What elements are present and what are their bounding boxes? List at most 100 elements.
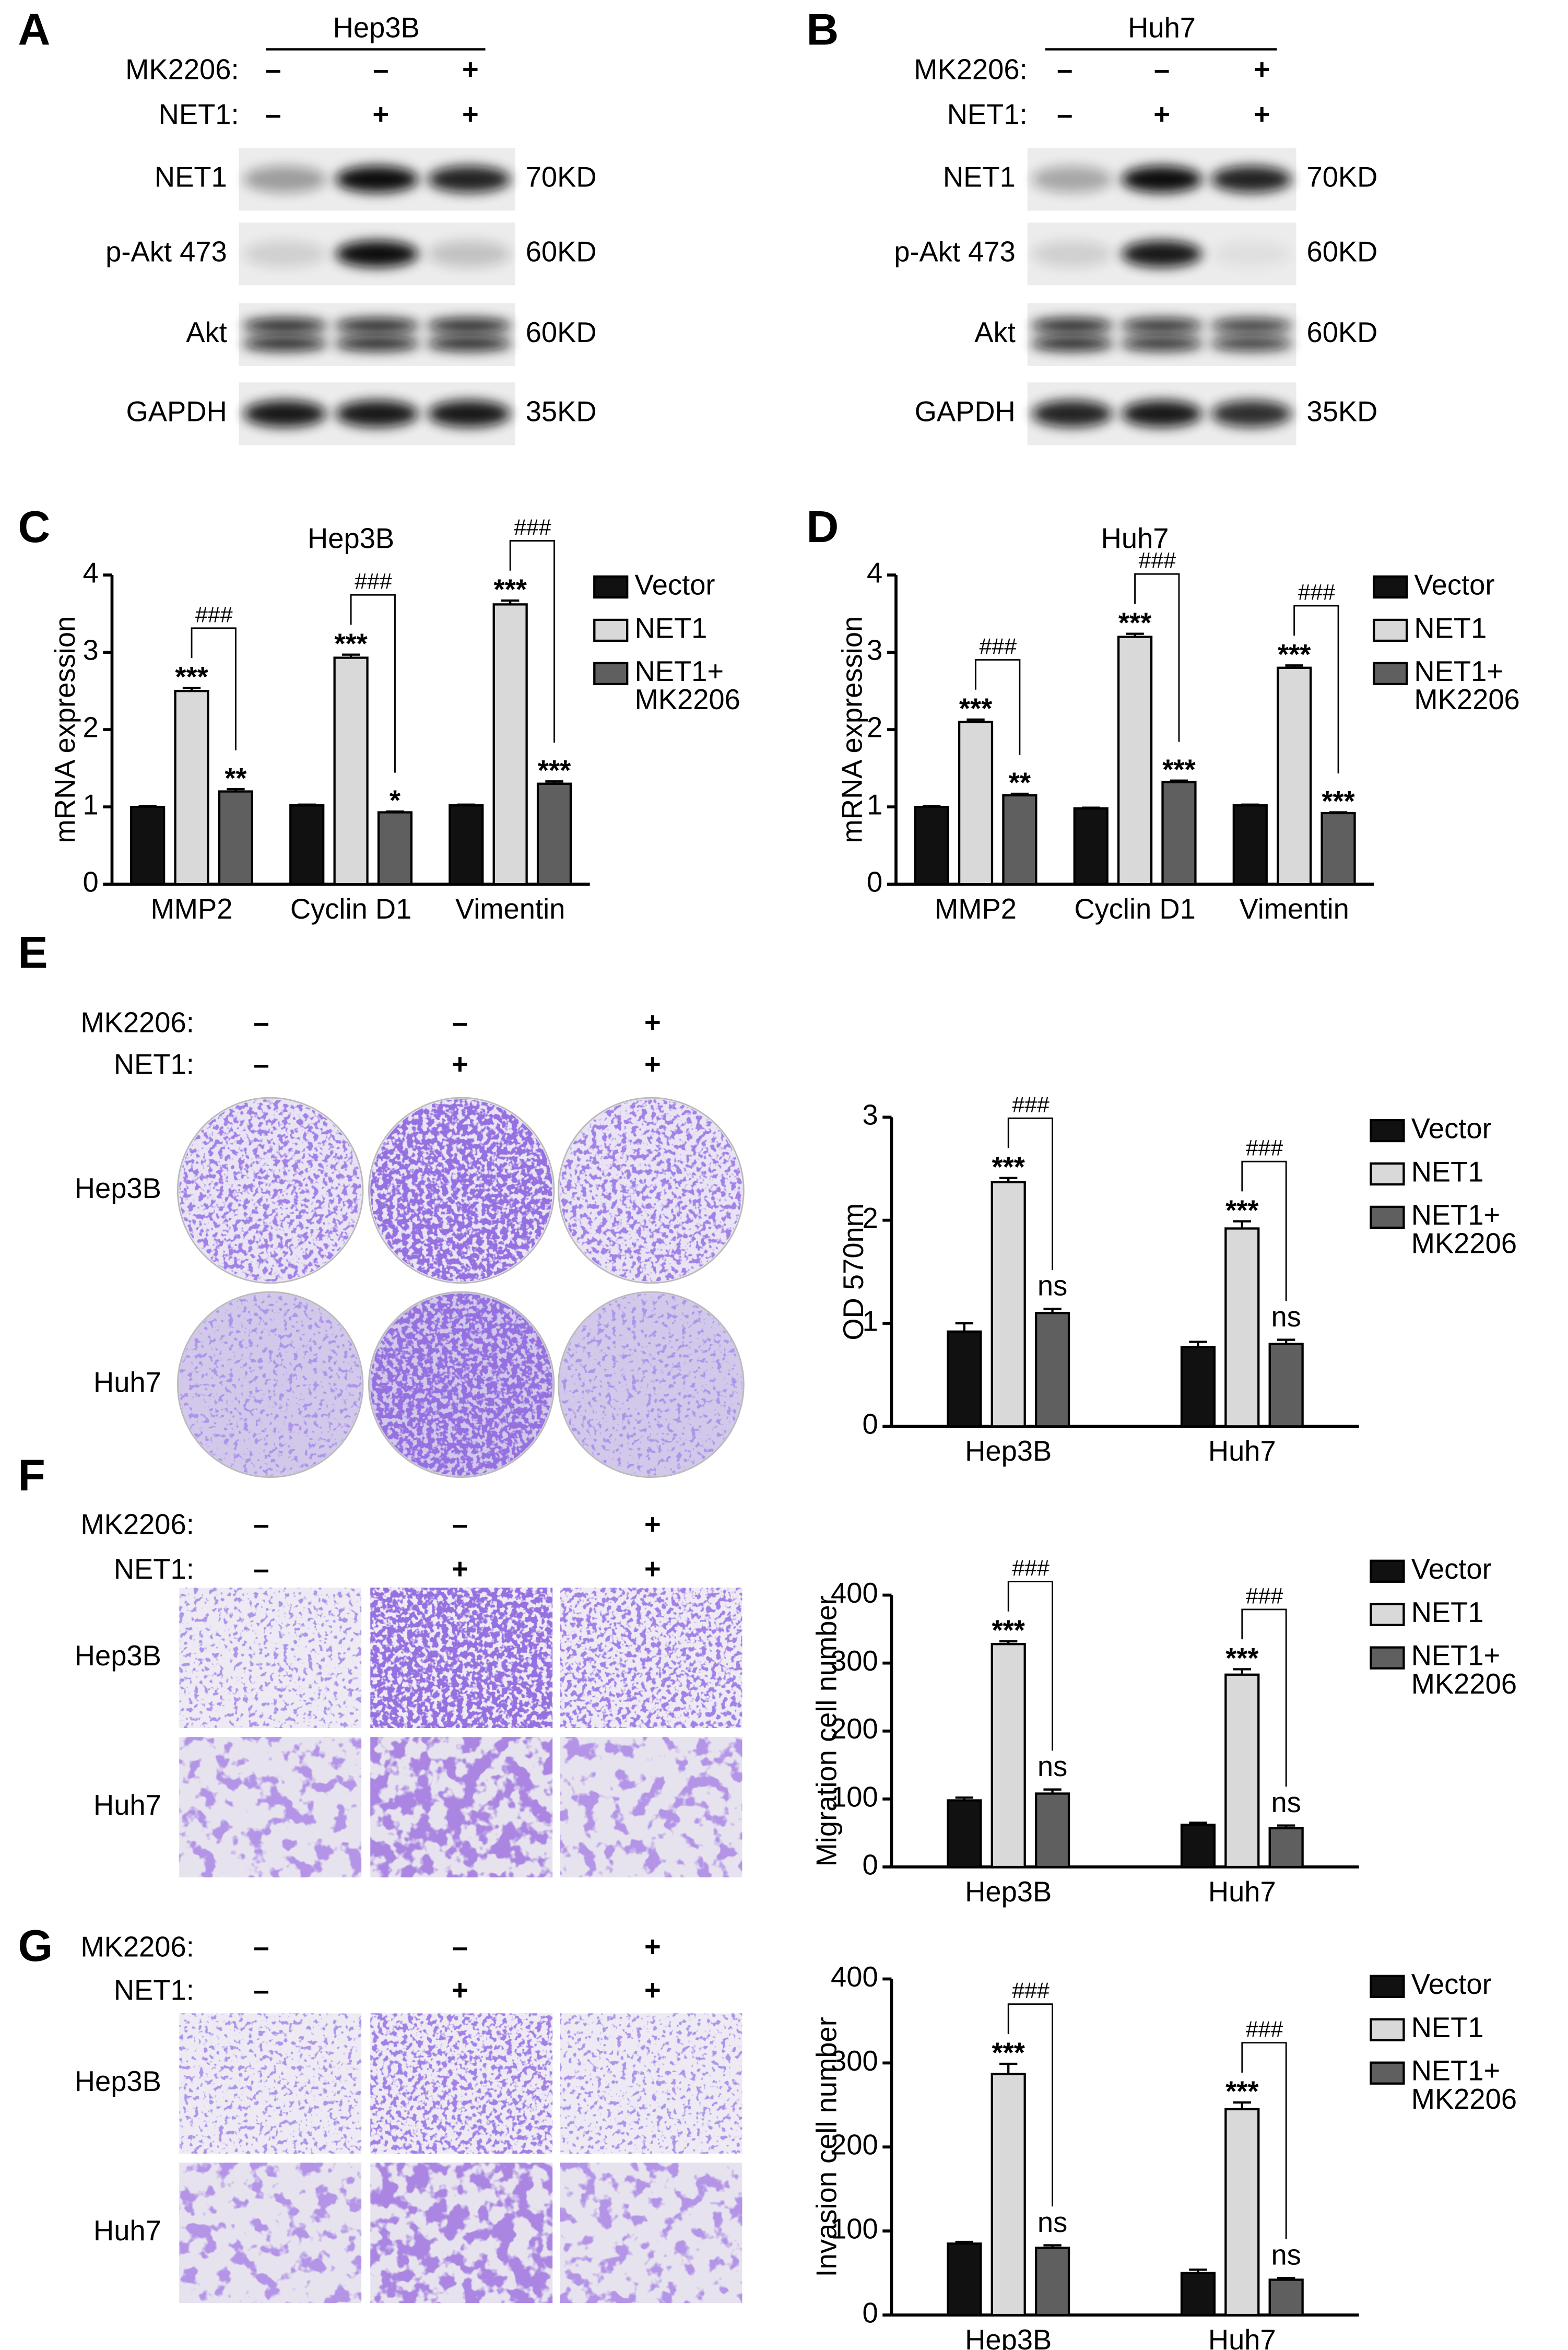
blot-band [1210, 318, 1293, 333]
condition-sign: – [452, 1931, 468, 1963]
blot-band [335, 166, 419, 193]
significance-label: *** [1225, 2075, 1259, 2107]
comparison-bracket [1241, 2042, 1287, 2239]
condition-label: MK2206: [80, 1508, 194, 1540]
x-tick-label: Vimentin [1239, 893, 1349, 925]
error-bar [501, 599, 520, 605]
significance-label: *** [175, 661, 208, 692]
bar [1277, 666, 1312, 886]
band-size: 35KD [526, 396, 597, 428]
x-tick-label: Cyclin D1 [1074, 893, 1195, 925]
y-tick-label: 4 [83, 557, 99, 589]
error-bar [1189, 1341, 1207, 1347]
condition-sign: – [373, 54, 388, 86]
bar [1073, 807, 1109, 886]
blot-band [1031, 318, 1114, 333]
blot-band [427, 318, 512, 333]
legend-label: NET1+ MK2206 [1411, 1640, 1517, 1700]
bracket-label: ### [1012, 1556, 1050, 1581]
significance-label: * [390, 784, 401, 816]
legend-label: NET1 [1411, 1596, 1484, 1628]
band-label: GAPDH [915, 396, 1016, 428]
error-bar [1043, 1308, 1062, 1313]
blot-band [243, 240, 327, 267]
row-label: Huh7 [93, 1367, 161, 1399]
chart-title: Hep3B [308, 523, 394, 555]
significance-label: ns [1038, 2206, 1067, 2238]
y-tick-label: 300 [831, 2045, 878, 2077]
bar [449, 804, 484, 886]
comparison-bracket [1007, 1117, 1054, 1271]
bar [1268, 2278, 1304, 2317]
error-bar [1043, 2244, 1062, 2248]
error-bar [999, 2062, 1018, 2074]
comparison-bracket [350, 594, 396, 773]
y-tick-label: 200 [831, 1713, 878, 1745]
band-label: NET1 [943, 161, 1016, 193]
comparison-bracket [191, 627, 237, 750]
y-tick-label: 0 [862, 2297, 878, 2329]
bar [1034, 1312, 1070, 1428]
error-bar [341, 653, 360, 658]
bracket-label: ### [1245, 1136, 1283, 1161]
error-bar [1233, 1220, 1251, 1229]
legend-label: Vector [1414, 569, 1494, 601]
bar [536, 782, 572, 886]
condition-label: NET1: [114, 1048, 194, 1080]
legend-label: NET1 [1411, 1156, 1484, 1188]
significance-label: *** [1118, 607, 1152, 639]
legend-label: Vector [1411, 1553, 1492, 1585]
band-label: p-Akt 473 [105, 236, 227, 268]
error-bar [1170, 779, 1188, 782]
legend-swatch [593, 662, 629, 686]
legend-swatch [593, 575, 629, 599]
legend-swatch [1373, 575, 1408, 599]
legend-swatch [1370, 1646, 1405, 1670]
bar [377, 811, 413, 886]
bracket-label: ### [979, 634, 1017, 659]
error-bar [545, 780, 563, 784]
legend-swatch [1370, 2018, 1405, 2041]
x-tick-label: Huh7 [1208, 2324, 1276, 2350]
bar [1321, 812, 1356, 886]
bar [991, 2073, 1026, 2317]
row-label: Hep3B [75, 1172, 161, 1204]
y-tick-label: 1 [83, 789, 99, 821]
bar [1180, 1824, 1216, 1869]
micrograph-cells [179, 1737, 362, 1878]
band-size: 70KD [1307, 161, 1378, 193]
bar [914, 806, 949, 886]
micrograph-cells [179, 2163, 362, 2304]
x-tick-label: Huh7 [1208, 1435, 1276, 1467]
micrograph-cells [370, 1588, 553, 1729]
error-bar [1189, 1822, 1207, 1825]
condition-sign: – [253, 1048, 269, 1080]
condition-sign: – [1154, 54, 1170, 86]
legend-label: NET1+ MK2206 [1411, 1199, 1517, 1259]
error-bar [1126, 632, 1144, 637]
panel-letter: F [18, 1450, 45, 1500]
plate-cells [179, 1099, 362, 1282]
error-bar [1233, 2101, 1251, 2109]
row-label: Hep3B [75, 2065, 161, 2097]
bar [1161, 781, 1197, 886]
blot-band [1121, 318, 1204, 333]
y-tick-label: 3 [862, 1099, 878, 1131]
error-bar [999, 1177, 1018, 1182]
condition-sign: – [1057, 54, 1072, 86]
micrograph-cells [370, 1737, 553, 1878]
row-label: Hep3B [75, 1640, 161, 1672]
condition-sign: + [462, 98, 479, 130]
condition-sign: – [253, 1553, 269, 1585]
legend-swatch [1370, 1119, 1405, 1143]
legend-label: Vector [1411, 1968, 1492, 2000]
micrograph-cells [179, 2013, 362, 2154]
panel-letter: B [806, 5, 839, 55]
blot-band [243, 400, 327, 427]
condition-sign: + [644, 1006, 661, 1038]
condition-sign: – [253, 1975, 269, 2006]
blot-band [1032, 400, 1113, 427]
condition-sign: + [644, 1553, 661, 1585]
legend-label: NET1 [1414, 612, 1487, 644]
